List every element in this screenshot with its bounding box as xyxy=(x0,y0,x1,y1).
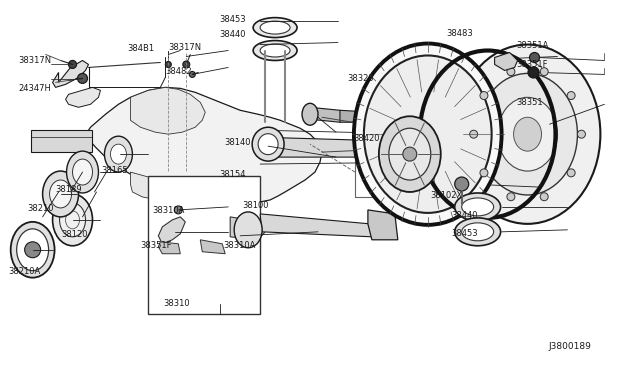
Circle shape xyxy=(470,130,477,138)
Polygon shape xyxy=(340,110,378,122)
Circle shape xyxy=(577,130,586,138)
Ellipse shape xyxy=(389,128,431,180)
Ellipse shape xyxy=(67,151,99,193)
Ellipse shape xyxy=(477,73,577,195)
Circle shape xyxy=(529,52,540,62)
Circle shape xyxy=(567,169,575,177)
Ellipse shape xyxy=(302,103,318,125)
Polygon shape xyxy=(86,87,322,204)
Circle shape xyxy=(567,92,575,100)
Text: 38483: 38483 xyxy=(447,29,473,38)
Ellipse shape xyxy=(461,198,493,216)
Circle shape xyxy=(528,67,539,78)
Text: 38140: 38140 xyxy=(224,138,251,147)
Ellipse shape xyxy=(72,159,93,185)
Ellipse shape xyxy=(498,97,557,171)
Text: 38210A: 38210A xyxy=(8,267,40,276)
Text: 38120: 38120 xyxy=(61,230,88,239)
Circle shape xyxy=(174,206,182,214)
Ellipse shape xyxy=(111,144,127,164)
Text: 38453: 38453 xyxy=(451,229,477,238)
Polygon shape xyxy=(158,242,180,254)
Ellipse shape xyxy=(258,134,278,155)
Polygon shape xyxy=(131,87,205,134)
Polygon shape xyxy=(158,217,186,244)
Polygon shape xyxy=(310,107,346,122)
Text: 38420: 38420 xyxy=(353,134,380,143)
Ellipse shape xyxy=(17,229,49,271)
Text: 38351A: 38351A xyxy=(516,41,549,51)
Polygon shape xyxy=(368,210,398,240)
Ellipse shape xyxy=(252,127,284,161)
Ellipse shape xyxy=(52,194,93,246)
Ellipse shape xyxy=(260,44,290,57)
Polygon shape xyxy=(65,87,100,107)
Polygon shape xyxy=(31,130,93,152)
Ellipse shape xyxy=(513,117,541,151)
Text: 24347H: 24347H xyxy=(19,84,51,93)
Ellipse shape xyxy=(11,222,54,278)
Ellipse shape xyxy=(253,41,297,61)
Text: 38351F: 38351F xyxy=(140,241,172,250)
Text: 38453: 38453 xyxy=(219,15,246,24)
Ellipse shape xyxy=(49,180,72,208)
Text: 38310A: 38310A xyxy=(153,206,185,215)
Ellipse shape xyxy=(104,136,132,172)
Text: 38351: 38351 xyxy=(516,98,543,107)
Circle shape xyxy=(403,147,417,161)
Ellipse shape xyxy=(60,203,86,237)
Circle shape xyxy=(507,193,515,201)
Text: 38317N: 38317N xyxy=(19,56,52,65)
Text: 38310A: 38310A xyxy=(223,241,255,250)
Circle shape xyxy=(540,193,548,201)
Bar xyxy=(355,145,427,197)
Circle shape xyxy=(540,68,548,76)
Ellipse shape xyxy=(454,193,500,221)
Text: J3800189: J3800189 xyxy=(548,341,591,350)
Circle shape xyxy=(77,73,88,83)
Circle shape xyxy=(480,169,488,177)
Polygon shape xyxy=(260,214,372,237)
Circle shape xyxy=(480,92,488,100)
Circle shape xyxy=(68,61,77,68)
Text: 38440: 38440 xyxy=(451,211,477,220)
Text: 38351F: 38351F xyxy=(516,60,548,69)
Circle shape xyxy=(183,61,190,68)
Bar xyxy=(355,145,427,197)
Circle shape xyxy=(507,68,515,76)
Ellipse shape xyxy=(454,218,500,246)
Ellipse shape xyxy=(379,116,441,192)
Circle shape xyxy=(189,71,195,77)
Polygon shape xyxy=(230,217,265,240)
Polygon shape xyxy=(260,137,430,157)
Ellipse shape xyxy=(43,171,79,217)
Text: 38154: 38154 xyxy=(219,170,246,179)
Text: 38482: 38482 xyxy=(166,67,192,76)
Ellipse shape xyxy=(253,17,297,38)
Polygon shape xyxy=(52,61,88,87)
Text: 38440: 38440 xyxy=(219,30,246,39)
Text: 38317N: 38317N xyxy=(169,42,202,51)
Ellipse shape xyxy=(354,44,502,225)
Circle shape xyxy=(25,242,40,258)
Polygon shape xyxy=(495,52,518,70)
Ellipse shape xyxy=(364,55,492,213)
Text: 38100: 38100 xyxy=(242,201,269,210)
Ellipse shape xyxy=(260,21,290,34)
Text: 38320: 38320 xyxy=(348,74,374,83)
Bar xyxy=(148,176,260,314)
Text: 384B1: 384B1 xyxy=(127,44,154,53)
Ellipse shape xyxy=(234,212,262,248)
Polygon shape xyxy=(200,240,225,254)
Text: 38310: 38310 xyxy=(164,299,190,308)
Circle shape xyxy=(165,61,172,67)
Ellipse shape xyxy=(454,45,600,224)
Polygon shape xyxy=(131,172,198,204)
Text: 38210: 38210 xyxy=(28,204,54,213)
Text: 38189: 38189 xyxy=(55,185,82,194)
Text: 38102X: 38102X xyxy=(430,191,462,200)
Circle shape xyxy=(454,177,468,191)
Text: 38165: 38165 xyxy=(102,166,128,174)
Ellipse shape xyxy=(461,223,493,241)
